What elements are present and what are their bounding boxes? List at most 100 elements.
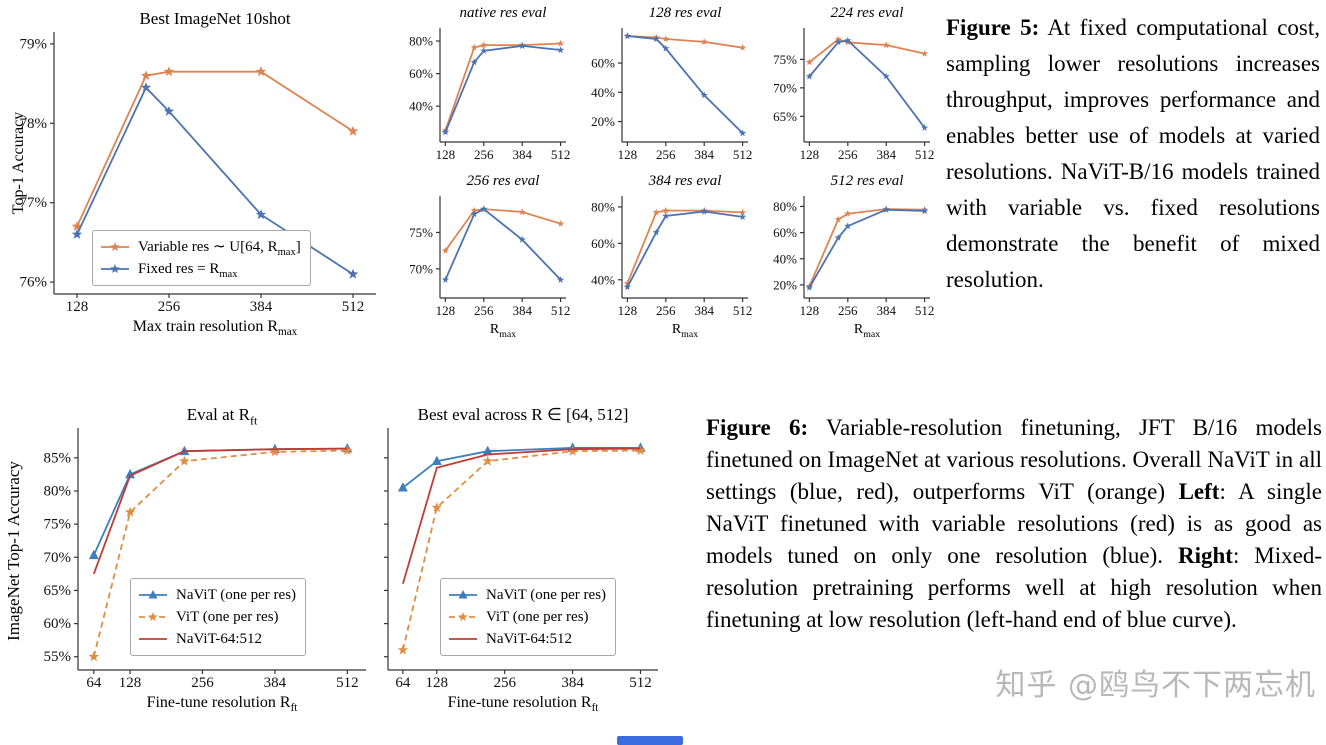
fig6-right-chart: 64 128 256 384 512 Best eval across R ∈ [64, … [374, 398, 666, 734]
legend-label: NaViT-64:512 [176, 631, 263, 647]
svg-text:384: 384 [512, 303, 532, 318]
legend-marker-icon [139, 638, 167, 640]
svg-text:75%: 75% [44, 517, 72, 533]
svg-text:76%: 76% [20, 275, 48, 291]
svg-text:40%: 40% [591, 85, 615, 100]
caption-segment: : Mixed-resolution pretraining performs … [706, 543, 1322, 632]
svg-text:384: 384 [694, 303, 714, 318]
svg-text:20%: 20% [591, 114, 615, 129]
svg-text:512: 512 [733, 147, 753, 162]
chart-title: Eval at Rft [186, 405, 258, 428]
svg-text:256: 256 [158, 299, 181, 315]
svg-text:40%: 40% [773, 251, 797, 266]
x-axis-label: Rmax [853, 322, 881, 340]
legend-label: NaViT-64:512 [486, 631, 573, 647]
caption-segment: Figure 5: [946, 15, 1040, 40]
svg-text:256: 256 [838, 147, 858, 162]
x-axis-label: Max train resolution Rmax [132, 318, 298, 339]
fig5-main-chart: 128 256 384 512 76% 77% 78% 79% Best ImageNet 10… [6, 2, 390, 358]
chart-title: Best eval across R ∈ [64, 512] [417, 405, 629, 424]
svg-text:40%: 40% [591, 272, 615, 287]
svg-text:128: 128 [436, 303, 456, 318]
svg-text:512: 512 [342, 299, 365, 315]
caption-segment: Variable-resolution finetuning, JFT B/16… [706, 415, 1322, 504]
svg-text:256: 256 [191, 675, 214, 691]
bottom-blue-bar [617, 736, 683, 745]
legend-entry: ViT (one per res) [447, 606, 606, 628]
legend-marker-icon [449, 638, 477, 640]
fig5-small-chart-256-res: 128 256 384 512 70% 75% 256 res eval Rmax [396, 172, 574, 354]
legend-label: NaViT (one per res) [486, 587, 607, 603]
chart-title: Best ImageNet 10shot [139, 9, 291, 28]
svg-text:384: 384 [876, 303, 896, 318]
legend-marker-icon [449, 612, 477, 621]
svg-text:128: 128 [119, 675, 142, 691]
fig5-small-chart-384-res: 128 256 384 512 40% 60% 80% 384 res eval Rmax [578, 172, 756, 354]
chart-canvas: 64 128 256 384 512 55% 60% 65% 70% 75% 80% 85% [44, 428, 366, 691]
svg-text:256: 256 [474, 147, 494, 162]
chart-canvas: 128 256 384 512 76% 77% 78% 79% [20, 32, 376, 315]
svg-text:256: 256 [838, 303, 858, 318]
fig5-small-chart-128-res: 128 256 384 512 20% 40% 60% 128 res eval [578, 4, 756, 170]
svg-text:384: 384 [876, 147, 896, 162]
chart-title: native res eval [459, 5, 547, 21]
svg-text:80%: 80% [773, 199, 797, 214]
svg-text:512: 512 [915, 303, 935, 318]
x-axis-label: Fine-tune resolution Rft [447, 694, 599, 715]
legend-entry: NaViT (one per res) [447, 584, 606, 606]
svg-text:60%: 60% [773, 225, 797, 240]
svg-text:75%: 75% [773, 52, 797, 67]
legend-marker-icon [101, 264, 129, 273]
svg-text:512: 512 [733, 303, 753, 318]
chart-canvas: 128 256 384 512 20% 40% 60% [591, 28, 753, 162]
fig5-small-chart-512-res: 128 256 384 512 20% 40% 60% 80% 512 res eval Rmax [760, 172, 938, 354]
svg-text:256: 256 [656, 147, 676, 162]
legend-label: Fixed res = Rmax [138, 261, 238, 280]
svg-text:512: 512 [915, 147, 935, 162]
svg-text:70%: 70% [409, 261, 433, 276]
svg-text:77%: 77% [20, 195, 48, 211]
fig6-shared-y-axis-label: ImageNet Top-1 Accuracy [4, 461, 23, 641]
svg-text:65%: 65% [44, 583, 72, 599]
legend-label: ViT (one per res) [176, 609, 279, 625]
chart-legend: NaViT (one per res) ViT (one per res) NaVi… [130, 578, 307, 656]
svg-text:128: 128 [800, 303, 820, 318]
svg-text:256: 256 [493, 675, 516, 691]
svg-text:60%: 60% [591, 56, 615, 71]
svg-text:64: 64 [395, 675, 411, 691]
chart-canvas: 128 256 384 512 70% 75% [409, 196, 570, 318]
legend-label: Variable res ∼ U[64, Rmax] [138, 239, 301, 258]
svg-text:384: 384 [561, 675, 584, 691]
legend-marker-icon [101, 242, 129, 251]
svg-text:512: 512 [629, 675, 652, 691]
chart-canvas: 128 256 384 512 40% 60% 80% [591, 196, 753, 318]
svg-text:20%: 20% [773, 277, 797, 292]
svg-text:128: 128 [618, 303, 638, 318]
svg-text:512: 512 [551, 147, 571, 162]
svg-text:60%: 60% [44, 616, 72, 632]
caption-segment: : A single NaViT finetuned with variable… [706, 479, 1322, 568]
svg-text:256: 256 [656, 303, 676, 318]
svg-text:80%: 80% [591, 199, 615, 214]
chart-title: 384 res eval [648, 173, 722, 189]
fig6-left-chart: 64 128 256 384 512 55% 60% 65% 70% 75% 80% 85% Eval … [26, 398, 374, 734]
svg-text:384: 384 [250, 299, 273, 315]
svg-text:60%: 60% [591, 236, 615, 251]
legend-entry: NaViT-64:512 [137, 628, 296, 650]
svg-text:70%: 70% [773, 80, 797, 95]
svg-text:256: 256 [474, 303, 494, 318]
caption-segment: Left [1178, 479, 1220, 504]
chart-title: 512 res eval [830, 173, 904, 189]
legend-entry: Fixed res = Rmax [99, 258, 301, 280]
x-axis-label: Fine-tune resolution Rft [146, 694, 298, 715]
watermark-text: 知乎 @鸥鸟不下两忘机 [995, 668, 1316, 703]
fig5-small-chart-224-res: 128 256 384 512 65% 70% 75% 224 res eval [760, 4, 938, 170]
svg-text:85%: 85% [44, 450, 72, 466]
legend-entry: NaViT-64:512 [447, 628, 606, 650]
caption-segment: Right [1177, 543, 1233, 568]
svg-text:384: 384 [694, 147, 714, 162]
chart-canvas: 128 256 384 512 40% 60% 80% [409, 28, 571, 162]
chart-legend: Variable res ∼ U[64, Rmax] Fixed res = Rm… [92, 230, 311, 286]
chart-title: 128 res eval [648, 5, 722, 21]
